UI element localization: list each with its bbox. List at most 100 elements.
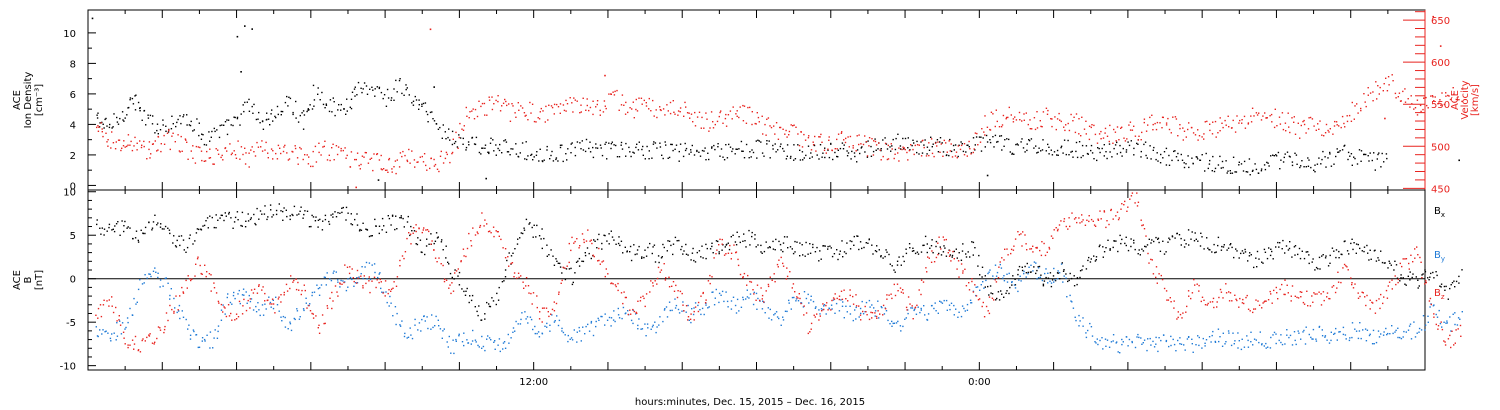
data-point	[160, 150, 162, 153]
data-point	[1228, 291, 1230, 293]
data-point	[99, 329, 101, 331]
data-point	[732, 296, 735, 298]
data-point	[1138, 135, 1140, 137]
data-point	[779, 126, 781, 129]
data-point	[1243, 346, 1246, 348]
data-point	[564, 334, 566, 336]
data-point	[1437, 325, 1440, 327]
data-point	[206, 271, 208, 273]
data-point	[538, 336, 541, 338]
data-point	[356, 277, 358, 279]
data-point	[1014, 284, 1017, 286]
data-point	[332, 213, 334, 215]
data-point	[1351, 101, 1353, 104]
data-point	[616, 156, 619, 158]
data-point	[815, 306, 817, 308]
data-point	[1410, 254, 1412, 256]
data-point	[1056, 154, 1058, 156]
data-point	[1194, 232, 1196, 234]
data-point	[1250, 121, 1253, 123]
data-point	[1299, 137, 1301, 139]
data-point	[1038, 265, 1041, 268]
data-point	[978, 298, 981, 300]
data-point	[483, 102, 486, 105]
data-point	[342, 206, 344, 209]
data-point	[164, 325, 166, 328]
data-point	[111, 333, 113, 335]
data-point	[129, 97, 132, 99]
data-point	[1080, 156, 1082, 159]
data-point	[270, 306, 272, 308]
data-point	[791, 287, 793, 289]
data-point	[585, 240, 588, 242]
data-point	[280, 301, 282, 303]
data-point	[749, 293, 752, 295]
data-point	[920, 279, 923, 281]
data-point	[1141, 131, 1143, 134]
data-point	[1000, 126, 1003, 128]
data-point	[248, 294, 250, 297]
data-point	[235, 318, 238, 320]
data-point	[675, 144, 678, 146]
data-point	[1079, 320, 1081, 322]
data-point	[1294, 295, 1296, 297]
data-point	[1100, 138, 1102, 140]
data-point	[718, 251, 720, 253]
data-point	[804, 139, 807, 141]
data-point	[950, 302, 953, 304]
data-point	[218, 136, 221, 139]
data-point	[248, 166, 250, 168]
data-point	[132, 238, 134, 240]
data-point	[1420, 261, 1422, 263]
data-point	[113, 332, 115, 334]
data-point	[837, 156, 839, 158]
data-point	[175, 125, 177, 128]
data-point	[718, 252, 720, 255]
data-point	[601, 248, 603, 250]
data-point	[697, 310, 700, 313]
data-point	[289, 218, 291, 221]
data-point	[1300, 165, 1302, 167]
data-point	[1180, 153, 1182, 156]
data-point	[720, 148, 723, 150]
data-point	[823, 308, 825, 311]
data-point	[1457, 317, 1460, 319]
data-point	[234, 154, 237, 156]
data-point	[1447, 94, 1449, 97]
data-point	[604, 324, 606, 326]
data-point	[272, 307, 275, 310]
data-point	[920, 155, 923, 157]
data-point	[272, 214, 275, 216]
data-point	[390, 224, 392, 226]
data-point	[1380, 166, 1382, 168]
data-point	[553, 321, 556, 323]
data-point	[1310, 166, 1312, 169]
data-point	[401, 155, 403, 158]
data-point	[222, 304, 224, 306]
data-point	[387, 97, 390, 99]
data-point	[1341, 253, 1343, 256]
data-point	[617, 307, 619, 310]
data-point	[644, 323, 646, 325]
data-point	[972, 254, 974, 256]
data-point	[574, 154, 577, 157]
data-point	[1073, 275, 1075, 277]
y-tick-label: -10	[60, 362, 76, 373]
data-point	[272, 158, 274, 160]
data-point	[1253, 266, 1255, 269]
data-point	[803, 133, 805, 136]
data-point	[462, 143, 464, 145]
data-point	[413, 230, 416, 232]
data-point	[1216, 301, 1218, 303]
data-point	[1298, 332, 1300, 334]
data-point	[1220, 291, 1223, 293]
data-point	[809, 157, 811, 159]
data-point	[959, 148, 962, 151]
data-point	[757, 297, 759, 300]
data-point	[1207, 167, 1209, 170]
data-point	[635, 311, 637, 314]
data-point	[763, 301, 765, 303]
data-point	[1116, 141, 1118, 144]
data-point	[1070, 151, 1072, 153]
